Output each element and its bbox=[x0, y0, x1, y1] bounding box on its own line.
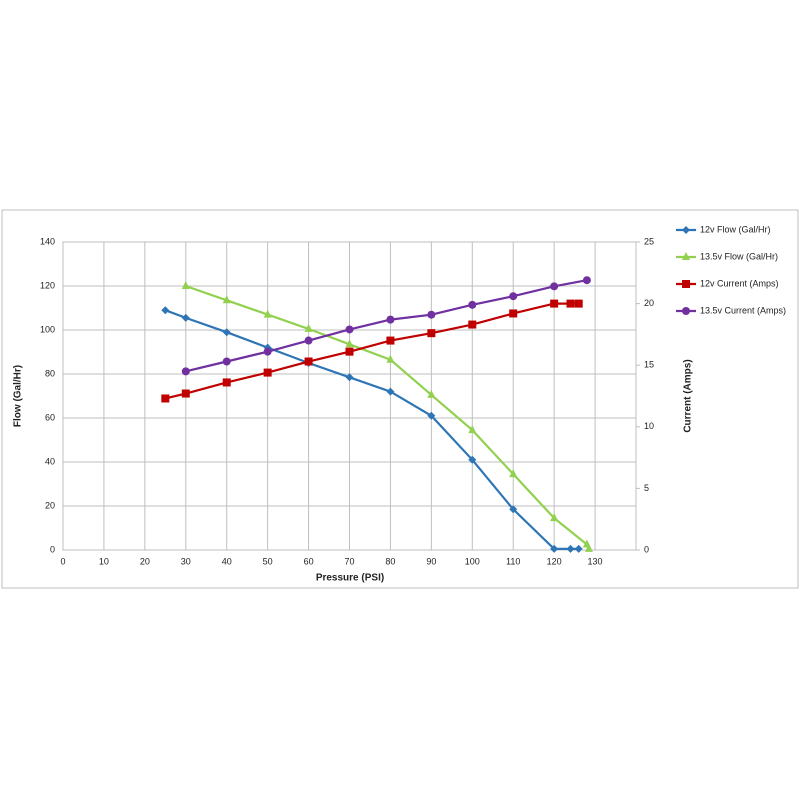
y-tick-label: 0 bbox=[50, 544, 55, 554]
legend-swatch-marker bbox=[682, 280, 690, 288]
data-point bbox=[427, 411, 436, 420]
data-point bbox=[304, 323, 313, 332]
data-point bbox=[574, 544, 583, 553]
legend-swatch-marker bbox=[682, 307, 690, 315]
x-tick-label: 70 bbox=[344, 556, 354, 566]
y-tick-label: 140 bbox=[40, 236, 55, 246]
data-point bbox=[509, 309, 518, 318]
data-point bbox=[386, 336, 395, 345]
data-point bbox=[181, 389, 190, 398]
legend-swatch-marker bbox=[682, 226, 690, 234]
y-tick-label: 80 bbox=[45, 368, 55, 378]
y2-tick-label: 20 bbox=[644, 298, 654, 308]
y-tick-label: 100 bbox=[40, 324, 55, 334]
data-point bbox=[509, 469, 518, 478]
x-tick-label: 120 bbox=[547, 556, 562, 566]
data-point bbox=[222, 357, 231, 366]
legend-swatch-marker bbox=[682, 252, 690, 260]
data-point bbox=[386, 315, 395, 324]
data-point bbox=[550, 299, 559, 308]
data-point bbox=[345, 325, 354, 334]
data-point bbox=[345, 373, 354, 382]
data-point bbox=[584, 543, 593, 552]
data-point bbox=[468, 425, 477, 434]
data-point bbox=[386, 354, 395, 363]
legend-label: 13.5v Flow (Gal/Hr) bbox=[700, 251, 778, 261]
data-point bbox=[582, 276, 591, 285]
x-tick-label: 110 bbox=[506, 556, 520, 566]
data-point bbox=[345, 339, 354, 348]
data-point bbox=[345, 347, 354, 356]
data-point bbox=[161, 306, 170, 315]
data-point bbox=[427, 310, 436, 319]
y2-tick-label: 25 bbox=[644, 236, 654, 246]
y-tick-label: 20 bbox=[45, 500, 55, 510]
legend-label: 12v Flow (Gal/Hr) bbox=[700, 224, 771, 234]
data-point bbox=[468, 300, 477, 309]
data-point bbox=[304, 336, 313, 345]
x-tick-label: 60 bbox=[304, 556, 314, 566]
data-point bbox=[427, 329, 436, 338]
data-point bbox=[386, 387, 395, 396]
data-point bbox=[468, 320, 477, 329]
x-axis-title: Pressure (PSI) bbox=[316, 573, 384, 584]
legend-label: 12v Current (Amps) bbox=[700, 278, 779, 288]
data-point bbox=[304, 357, 313, 366]
y2-tick-label: 5 bbox=[644, 483, 649, 493]
x-tick-label: 50 bbox=[263, 556, 273, 566]
x-tick-label: 40 bbox=[222, 556, 232, 566]
data-point bbox=[566, 299, 575, 308]
data-point bbox=[222, 295, 231, 304]
data-point bbox=[263, 368, 272, 377]
x-tick-label: 100 bbox=[465, 556, 480, 566]
data-point bbox=[161, 394, 170, 403]
y2-tick-label: 10 bbox=[644, 421, 654, 431]
data-point bbox=[263, 309, 272, 318]
y-axis-title: Flow (Gal/Hr) bbox=[13, 365, 24, 427]
y-tick-label: 120 bbox=[40, 280, 55, 290]
series-line bbox=[185, 284, 590, 550]
x-tick-label: 20 bbox=[140, 556, 150, 566]
x-tick-label: 10 bbox=[99, 556, 109, 566]
y-tick-label: 60 bbox=[45, 412, 55, 422]
x-tick-label: 80 bbox=[385, 556, 395, 566]
x-tick-label: 90 bbox=[426, 556, 436, 566]
y2-tick-label: 15 bbox=[644, 360, 654, 370]
data-point bbox=[468, 455, 477, 464]
data-point bbox=[566, 544, 575, 553]
chart-frame bbox=[1, 209, 799, 589]
y2-axis-title: Current (Amps) bbox=[683, 359, 694, 432]
data-point bbox=[574, 299, 583, 308]
data-point bbox=[181, 367, 190, 376]
y2-tick-label: 0 bbox=[644, 544, 649, 554]
data-point bbox=[181, 281, 190, 289]
data-point bbox=[550, 544, 559, 553]
data-point bbox=[550, 282, 559, 291]
y-tick-label: 40 bbox=[45, 456, 55, 466]
data-point bbox=[222, 328, 231, 337]
data-point bbox=[509, 505, 518, 514]
data-point bbox=[427, 389, 436, 398]
data-point bbox=[550, 513, 559, 522]
data-point bbox=[181, 313, 190, 322]
x-tick-label: 130 bbox=[588, 556, 603, 566]
x-tick-label: 0 bbox=[60, 556, 65, 566]
data-point bbox=[509, 292, 518, 301]
x-tick-label: 30 bbox=[181, 556, 191, 566]
legend-label: 13.5v Current (Amps) bbox=[700, 305, 786, 315]
data-point bbox=[263, 347, 272, 356]
data-point bbox=[222, 378, 231, 387]
